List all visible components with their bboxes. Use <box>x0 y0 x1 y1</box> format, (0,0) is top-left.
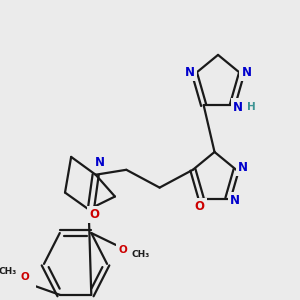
Text: N: N <box>95 156 105 169</box>
Text: N: N <box>233 100 243 114</box>
Text: N: N <box>238 161 248 174</box>
Text: CH₃: CH₃ <box>0 266 16 275</box>
Text: N: N <box>230 194 240 207</box>
Text: O: O <box>89 208 99 221</box>
Text: H: H <box>247 102 256 112</box>
Text: N: N <box>242 66 252 79</box>
Text: O: O <box>20 272 29 282</box>
Text: O: O <box>118 245 127 255</box>
Text: O: O <box>194 200 204 213</box>
Text: N: N <box>184 66 194 79</box>
Text: CH₃: CH₃ <box>131 250 149 259</box>
